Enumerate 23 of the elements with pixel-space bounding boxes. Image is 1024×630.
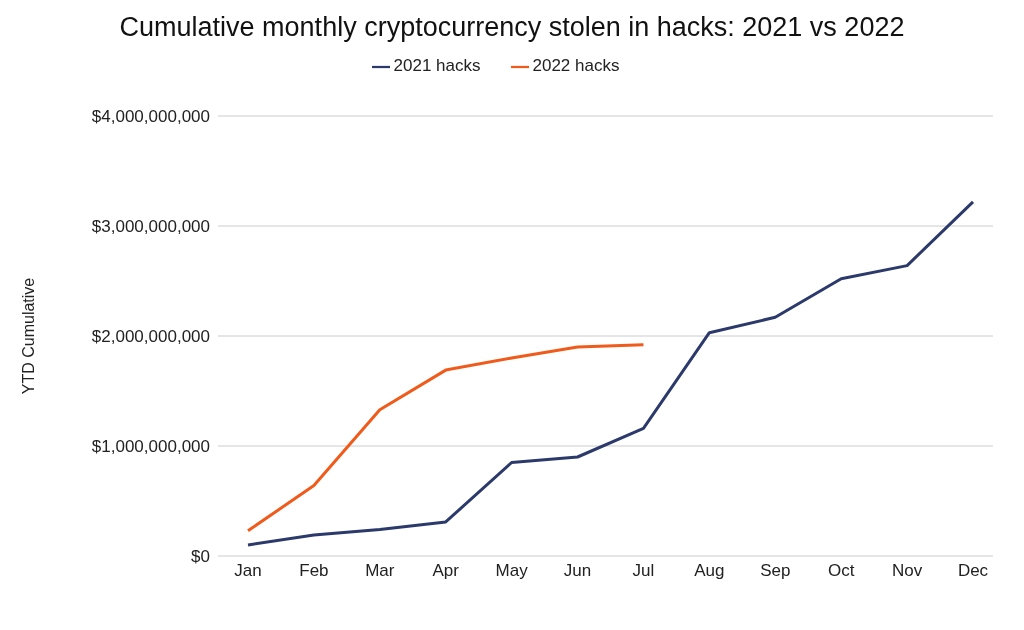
y-tick-label: $1,000,000,000 [91, 437, 210, 457]
line-series [246, 200, 975, 547]
x-tick-label: Apr [432, 561, 460, 581]
x-tick-label: Jan [234, 561, 262, 581]
x-tick-label: Mar [365, 561, 395, 581]
x-tick-label: Feb [299, 561, 329, 581]
legend-label: 2022 hacks [532, 56, 620, 75]
y-tick-label: $4,000,000,000 [91, 107, 210, 127]
x-tick-label: Aug [694, 561, 725, 581]
x-tick-label: Dec [957, 561, 989, 581]
x-tick-label: Jul [632, 561, 655, 581]
y-axis-title: YTD Cumulative [19, 277, 37, 395]
x-tick-label: Jun [563, 561, 592, 581]
x-tick-label: Oct [827, 561, 855, 581]
x-tick-label: Sep [760, 561, 791, 581]
chart-title: Cumulative monthly cryptocurrency stolen in hacks: 2021 vs 2022 [118, 11, 906, 44]
y-tick-label: $0 [191, 547, 210, 567]
y-tick-label: $2,000,000,000 [91, 327, 210, 347]
line-series [246, 343, 645, 533]
x-tick-label: May [495, 561, 529, 581]
y-tick-label: $3,000,000,000 [91, 217, 210, 237]
legend-label: 2021 hacks [393, 56, 481, 75]
x-tick-label: Nov [891, 561, 923, 581]
